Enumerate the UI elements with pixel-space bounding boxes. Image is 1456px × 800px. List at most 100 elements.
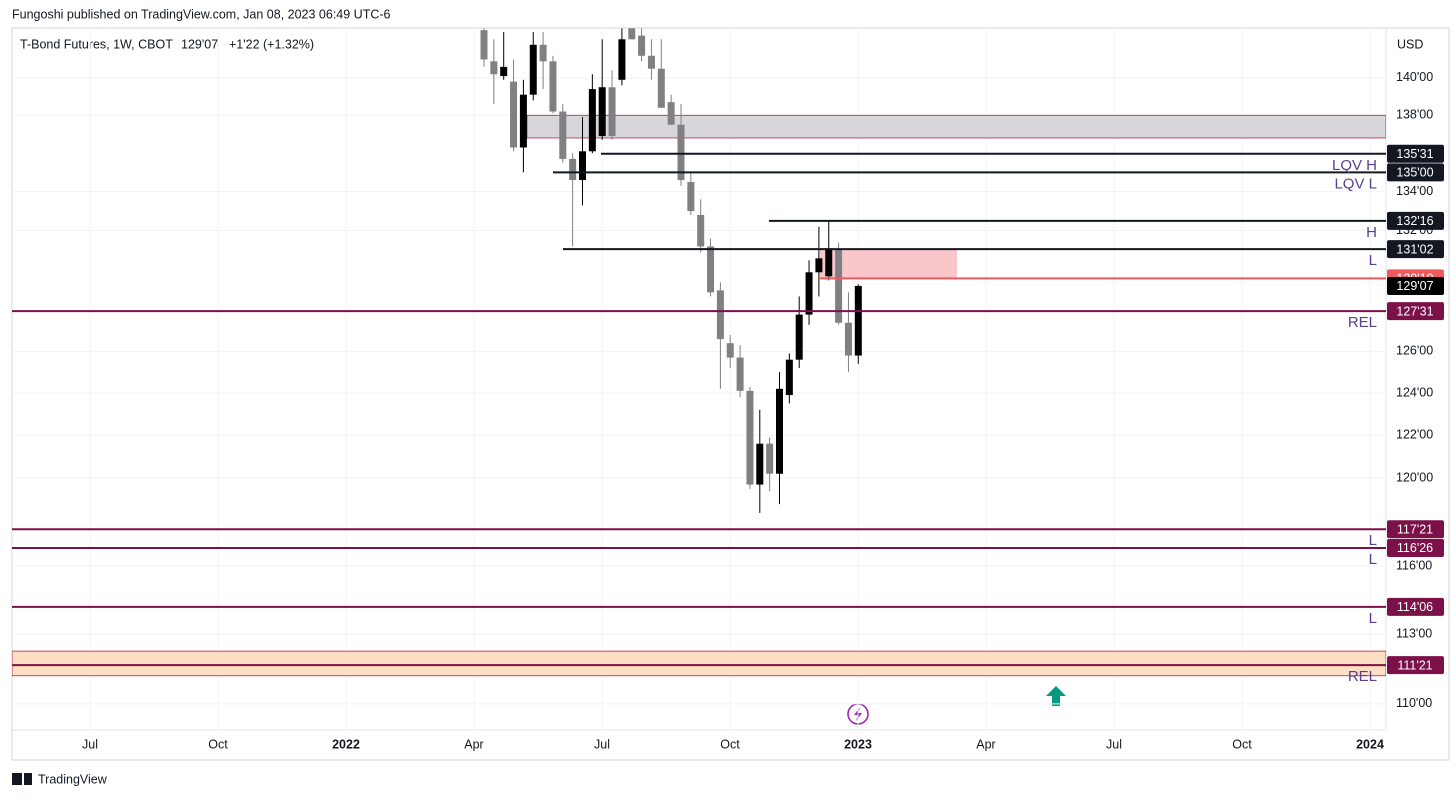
candle-body: [736, 357, 744, 391]
candle-body: [707, 246, 715, 293]
x-tick-label: 2022: [332, 737, 360, 751]
candle-body: [539, 44, 547, 62]
level-label-box: [1387, 302, 1444, 321]
x-tick-label: Oct: [1232, 737, 1252, 751]
level-label-box: [1387, 538, 1444, 557]
x-tick-label: Jul: [1106, 737, 1122, 751]
level-label-box: [1387, 240, 1444, 259]
y-tick-label: 140'00: [1396, 70, 1433, 84]
level-label: 116'26: [1397, 541, 1433, 555]
level-note: REL: [1348, 314, 1377, 331]
y-tick-label: 116'00: [1396, 558, 1432, 572]
candle-body: [795, 314, 803, 360]
candle-body: [608, 87, 616, 137]
change: +1'22 (+1.32%): [229, 37, 314, 51]
candle-body: [687, 181, 695, 212]
level-note: H: [1366, 224, 1377, 241]
candle-body: [766, 443, 774, 474]
candle-body: [519, 94, 527, 148]
level-label: 111'21: [1397, 658, 1432, 672]
level-note: L: [1369, 551, 1377, 568]
candle-body: [657, 68, 665, 108]
level-label: 117'21: [1397, 523, 1433, 537]
candle-body: [598, 87, 606, 137]
x-tick-label: 2024: [1356, 737, 1384, 751]
candle-body: [805, 272, 813, 315]
x-tick-label: Jul: [594, 737, 610, 751]
y-tick-label: 120'00: [1396, 470, 1433, 484]
currency: USD: [1397, 37, 1423, 51]
candle-body: [549, 61, 557, 112]
level-label: 135'00: [1396, 166, 1433, 180]
level-label-box: [1387, 597, 1444, 616]
candle-body: [500, 66, 508, 77]
zone: [820, 249, 957, 279]
level-label-box: [1387, 656, 1444, 675]
level-label-box: [1387, 276, 1444, 295]
level-note: LQV H: [1332, 157, 1377, 174]
candle-body: [726, 343, 734, 358]
candle-body: [815, 258, 823, 273]
candle-body: [569, 158, 577, 181]
candle-body: [677, 124, 685, 181]
candle-body: [785, 359, 793, 396]
level-label: 127'31: [1396, 304, 1433, 318]
candle-body: [579, 151, 586, 181]
candle-body: [854, 285, 862, 356]
level-note: L: [1369, 252, 1377, 269]
candle-body: [480, 30, 488, 60]
level-note: L: [1369, 532, 1377, 549]
candle-body: [746, 390, 754, 485]
level-label: 132'16: [1396, 214, 1433, 228]
last-price: 129'07: [181, 37, 218, 51]
candle-body: [835, 248, 843, 323]
candle-body: [618, 39, 626, 80]
level-label-box: [1387, 520, 1444, 539]
candle-body: [756, 443, 764, 485]
candle-body: [825, 248, 833, 277]
level-label: 131'02: [1396, 242, 1433, 256]
candle-body: [490, 61, 498, 75]
level-note: LQV L: [1334, 175, 1377, 192]
candle-body: [559, 111, 567, 159]
candle-body: [844, 322, 852, 356]
green-arrow: [1046, 686, 1066, 706]
candle-body: [776, 388, 783, 474]
level-note: L: [1369, 610, 1377, 627]
candle-body: [638, 35, 646, 56]
x-tick-label: Apr: [976, 737, 995, 751]
x-tick-label: Oct: [720, 737, 740, 751]
zone: [12, 650, 1386, 677]
y-tick-label: 113'00: [1396, 626, 1432, 640]
candle-body: [667, 102, 675, 125]
plot: [12, 28, 1386, 730]
x-tick-label: Apr: [464, 737, 483, 751]
level-label-box: [1387, 144, 1444, 163]
zone: [526, 114, 1386, 139]
x-tick-label: Jul: [82, 737, 98, 751]
publisher: Fungoshi published on TradingView.com, J…: [12, 7, 391, 21]
candle-body: [510, 81, 518, 148]
level-label: 129'07: [1396, 279, 1433, 293]
y-tick-label: 134'00: [1396, 184, 1433, 198]
y-tick-label: 126'00: [1396, 344, 1433, 358]
x-tick-label: Oct: [208, 737, 228, 751]
candle-body: [628, 28, 636, 40]
level-label-box: [1387, 211, 1444, 230]
y-tick-label: 124'00: [1396, 385, 1433, 399]
level-note: REL: [1348, 668, 1377, 685]
candle-body: [647, 55, 655, 69]
candle-body: [716, 290, 724, 340]
level-label: 135'31: [1396, 147, 1433, 161]
level-label: 114'06: [1397, 600, 1433, 614]
chart-title: T-Bond Futures, 1W, CBOT: [20, 37, 173, 51]
tv-logo: [12, 773, 32, 785]
y-tick-label: 122'00: [1396, 427, 1433, 441]
level-label-box: [1387, 163, 1444, 182]
candle-body: [697, 214, 705, 247]
y-tick-label: 138'00: [1396, 108, 1433, 122]
brand: TradingView: [38, 772, 108, 786]
candle-body: [588, 89, 596, 152]
